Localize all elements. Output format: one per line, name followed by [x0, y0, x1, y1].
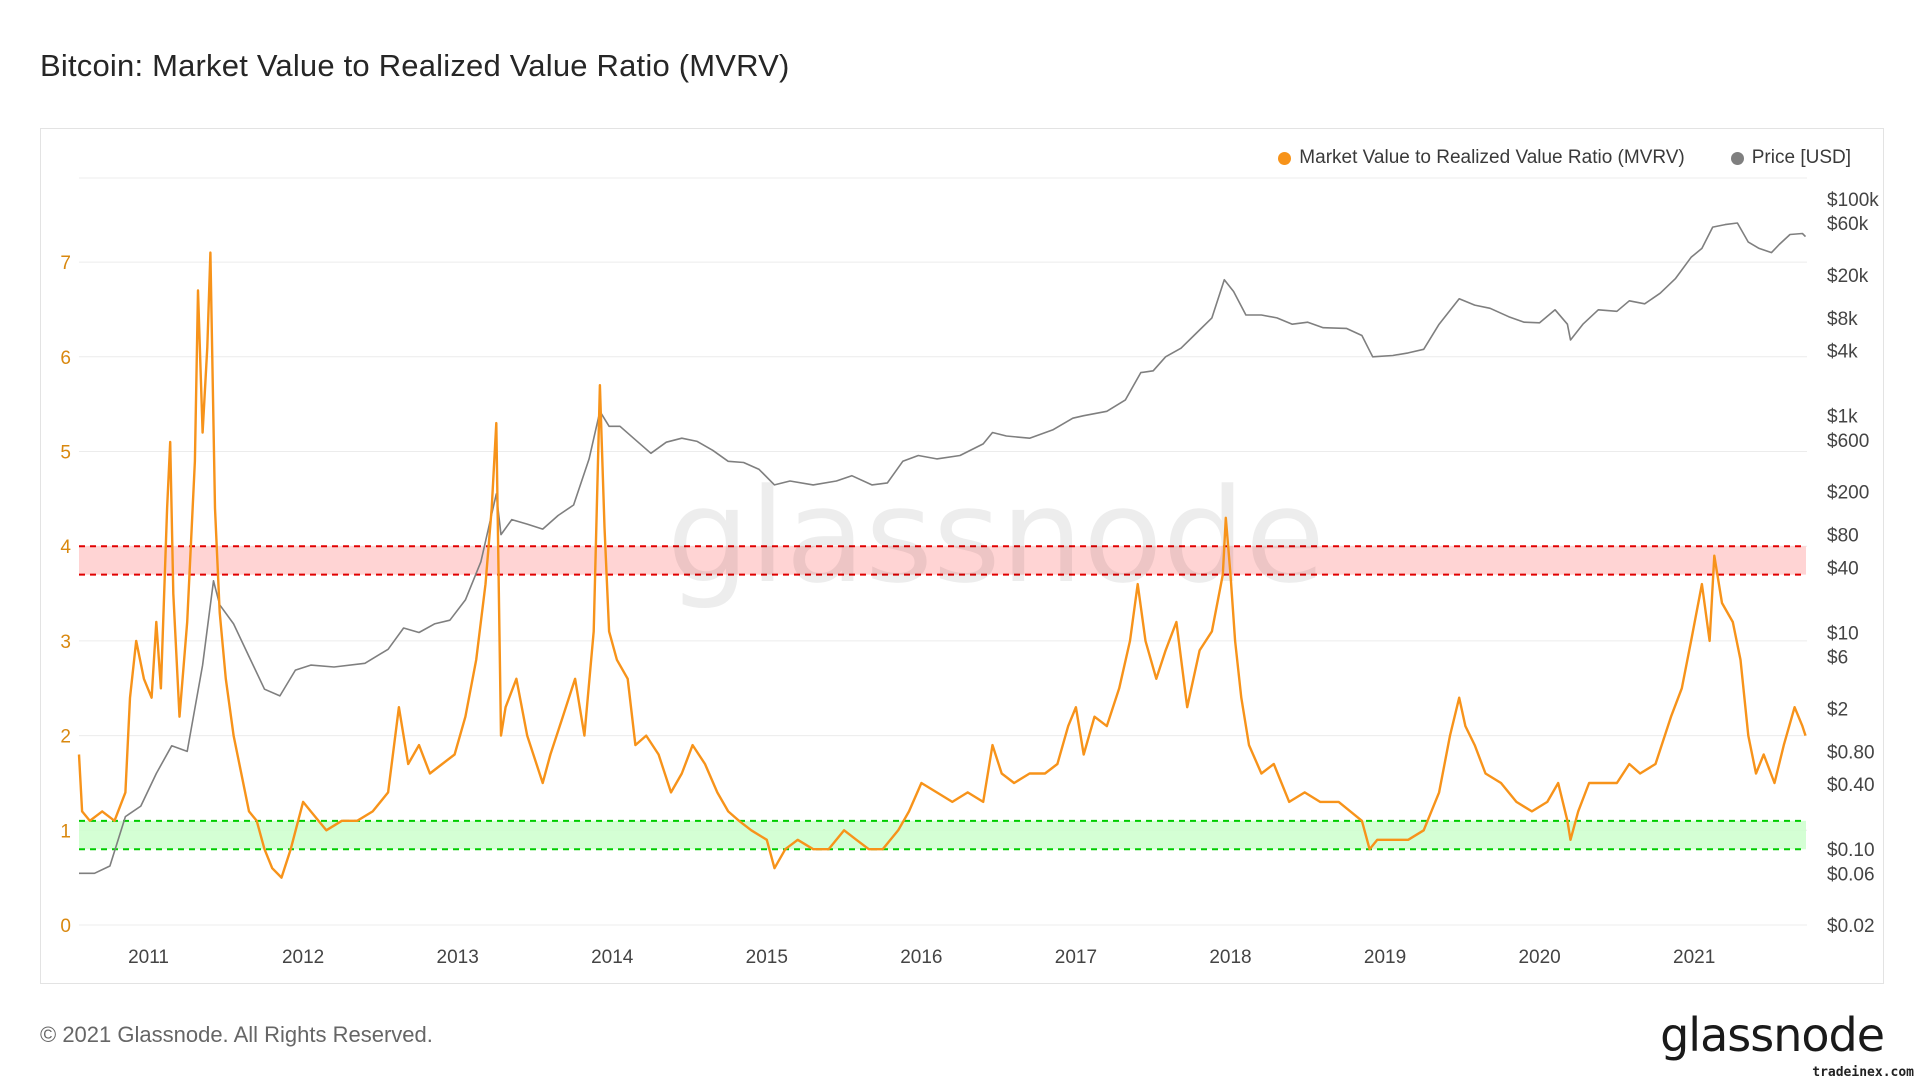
- x-axis-tick-label: 2011: [128, 947, 169, 968]
- background-watermark: glassnode: [667, 460, 1325, 612]
- x-axis-tick-label: 2015: [746, 947, 788, 968]
- x-axis-tick-label: 2013: [437, 947, 479, 968]
- right-axis-tick-label: $0.10: [1827, 840, 1875, 861]
- legend-item-price[interactable]: Price [USD]: [1730, 147, 1851, 169]
- legend: Market Value to Realized Value Ratio (MV…: [1278, 147, 1851, 169]
- chart-frame: Market Value to Realized Value Ratio (MV…: [40, 128, 1884, 984]
- right-axis-tick-label: $0.80: [1827, 742, 1875, 763]
- right-axis-tick-label: $20k: [1827, 266, 1869, 287]
- right-axis-tick-label: $200: [1827, 483, 1869, 504]
- right-axis-tick-label: $600: [1827, 431, 1869, 452]
- legend-dot-mvrv-icon: [1278, 151, 1292, 165]
- x-axis-tick-label: 2019: [1364, 947, 1406, 968]
- right-axis-tick-label: $80: [1827, 526, 1859, 547]
- overvalued-zone-band: [79, 546, 1806, 575]
- right-axis-tick-label: $0.06: [1827, 864, 1875, 885]
- legend-label-mvrv: Market Value to Realized Value Ratio (MV…: [1299, 147, 1685, 168]
- left-axis-tick-label: 7: [60, 253, 71, 274]
- right-axis-tick-label: $4k: [1827, 342, 1858, 363]
- right-axis-tick-label: $0.40: [1827, 775, 1875, 796]
- left-axis-tick-label: 1: [60, 821, 71, 842]
- x-axis-tick-label: 2016: [900, 947, 942, 968]
- left-axis-tick-label: 6: [60, 348, 71, 369]
- left-axis-tick-label: 0: [60, 916, 71, 937]
- price-series-line: [79, 222, 1807, 875]
- legend-label-price: Price [USD]: [1751, 147, 1851, 168]
- x-axis-tick-label: 2020: [1518, 947, 1560, 968]
- legend-item-mvrv[interactable]: Market Value to Realized Value Ratio (MV…: [1278, 147, 1685, 169]
- chart-title: Bitcoin: Market Value to Realized Value …: [40, 48, 790, 83]
- right-axis-tick-label: $8k: [1827, 309, 1858, 330]
- chart-plot-area: glassnode 0 1 2 3 4 5 6 7 $100k $60k $20k $8k $4k $1k $…: [60, 177, 1879, 968]
- left-axis-tick-label: 3: [60, 632, 71, 653]
- right-axis-tick-label: $40: [1827, 558, 1859, 579]
- left-axis-tick-label: 2: [60, 727, 71, 748]
- x-axis-tick-label: 2021: [1673, 947, 1715, 968]
- right-axis-tick-label: $10: [1827, 623, 1859, 644]
- x-axis-tick-label: 2012: [282, 947, 324, 968]
- right-axis-tick-label: $100k: [1827, 190, 1879, 211]
- mvrv-series-line: [77, 251, 1807, 879]
- undervalued-zone-band: [79, 820, 1806, 850]
- site-watermark: tradeinex.com: [1812, 1065, 1914, 1080]
- x-axis-tick-label: 2017: [1055, 947, 1097, 968]
- x-axis-tick-label: 2018: [1209, 947, 1251, 968]
- x-axis-tick-label: 2014: [591, 947, 634, 968]
- footer-copyright: © 2021 Glassnode. All Rights Reserved.: [40, 1022, 433, 1047]
- right-axis-tick-label: $0.02: [1827, 916, 1875, 937]
- right-axis-tick-label: $60k: [1827, 214, 1869, 235]
- legend-dot-price-icon: [1730, 151, 1744, 165]
- left-axis-tick-label: 5: [60, 443, 71, 464]
- right-axis-tick-label: $2: [1827, 699, 1848, 720]
- right-axis-tick-label: $6: [1827, 648, 1848, 669]
- footer-logo: glassnode: [1660, 1008, 1885, 1062]
- left-axis-tick-label: 4: [60, 537, 71, 558]
- right-axis-tick-label: $1k: [1827, 407, 1858, 428]
